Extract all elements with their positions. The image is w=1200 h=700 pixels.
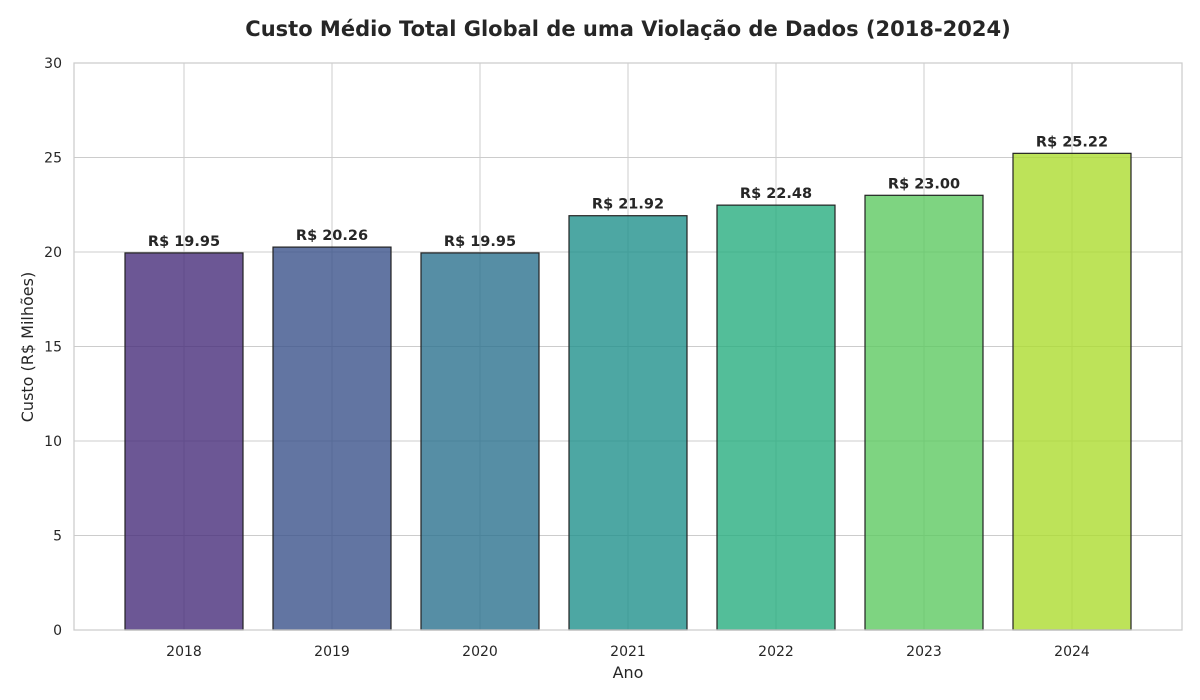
- x-ticks: 2018 2019 2020 2021 2022 2023 2024: [166, 644, 1090, 660]
- bar-2022: [716, 204, 836, 631]
- data-label: R$ 23.00: [888, 176, 960, 192]
- bar-2023: [864, 194, 984, 631]
- bar-2021: [568, 215, 688, 631]
- data-label: R$ 19.95: [148, 234, 220, 250]
- y-tick-label: 5: [53, 529, 62, 545]
- y-axis-label: Custo (R$ Milhões): [18, 272, 37, 422]
- x-tick-label: 2023: [906, 644, 942, 660]
- data-label: R$ 19.95: [444, 234, 516, 250]
- x-tick-label: 2019: [314, 644, 350, 660]
- y-tick-label: 10: [44, 434, 62, 450]
- bar-2018: [124, 252, 244, 631]
- y-tick-label: 20: [44, 245, 62, 261]
- y-tick-label: 30: [44, 56, 62, 72]
- bars: [124, 152, 1132, 631]
- data-label: R$ 25.22: [1036, 134, 1108, 150]
- x-tick-label: 2018: [166, 644, 202, 660]
- y-tick-label: 25: [44, 151, 62, 167]
- y-ticks: 0 5 10 15 20 25 30: [44, 56, 62, 639]
- chart-title: Custo Médio Total Global de uma Violação…: [245, 17, 1010, 41]
- bar-2024: [1012, 152, 1132, 631]
- bar-2019: [272, 246, 392, 631]
- x-tick-label: 2024: [1054, 644, 1090, 660]
- data-label: R$ 22.48: [740, 186, 812, 202]
- x-tick-label: 2022: [758, 644, 794, 660]
- data-labels: R$ 19.95 R$ 20.26 R$ 19.95 R$ 21.92 R$ 22.48…: [148, 134, 1108, 250]
- x-axis-label: Ano: [613, 663, 644, 682]
- x-tick-label: 2021: [610, 644, 646, 660]
- bar-2020: [420, 252, 540, 631]
- data-label: R$ 21.92: [592, 197, 664, 213]
- plot-frame: [73, 62, 1183, 631]
- y-tick-label: 15: [44, 340, 62, 356]
- data-label: R$ 20.26: [296, 228, 368, 244]
- y-tick-label: 0: [53, 623, 62, 639]
- x-tick-label: 2020: [462, 644, 498, 660]
